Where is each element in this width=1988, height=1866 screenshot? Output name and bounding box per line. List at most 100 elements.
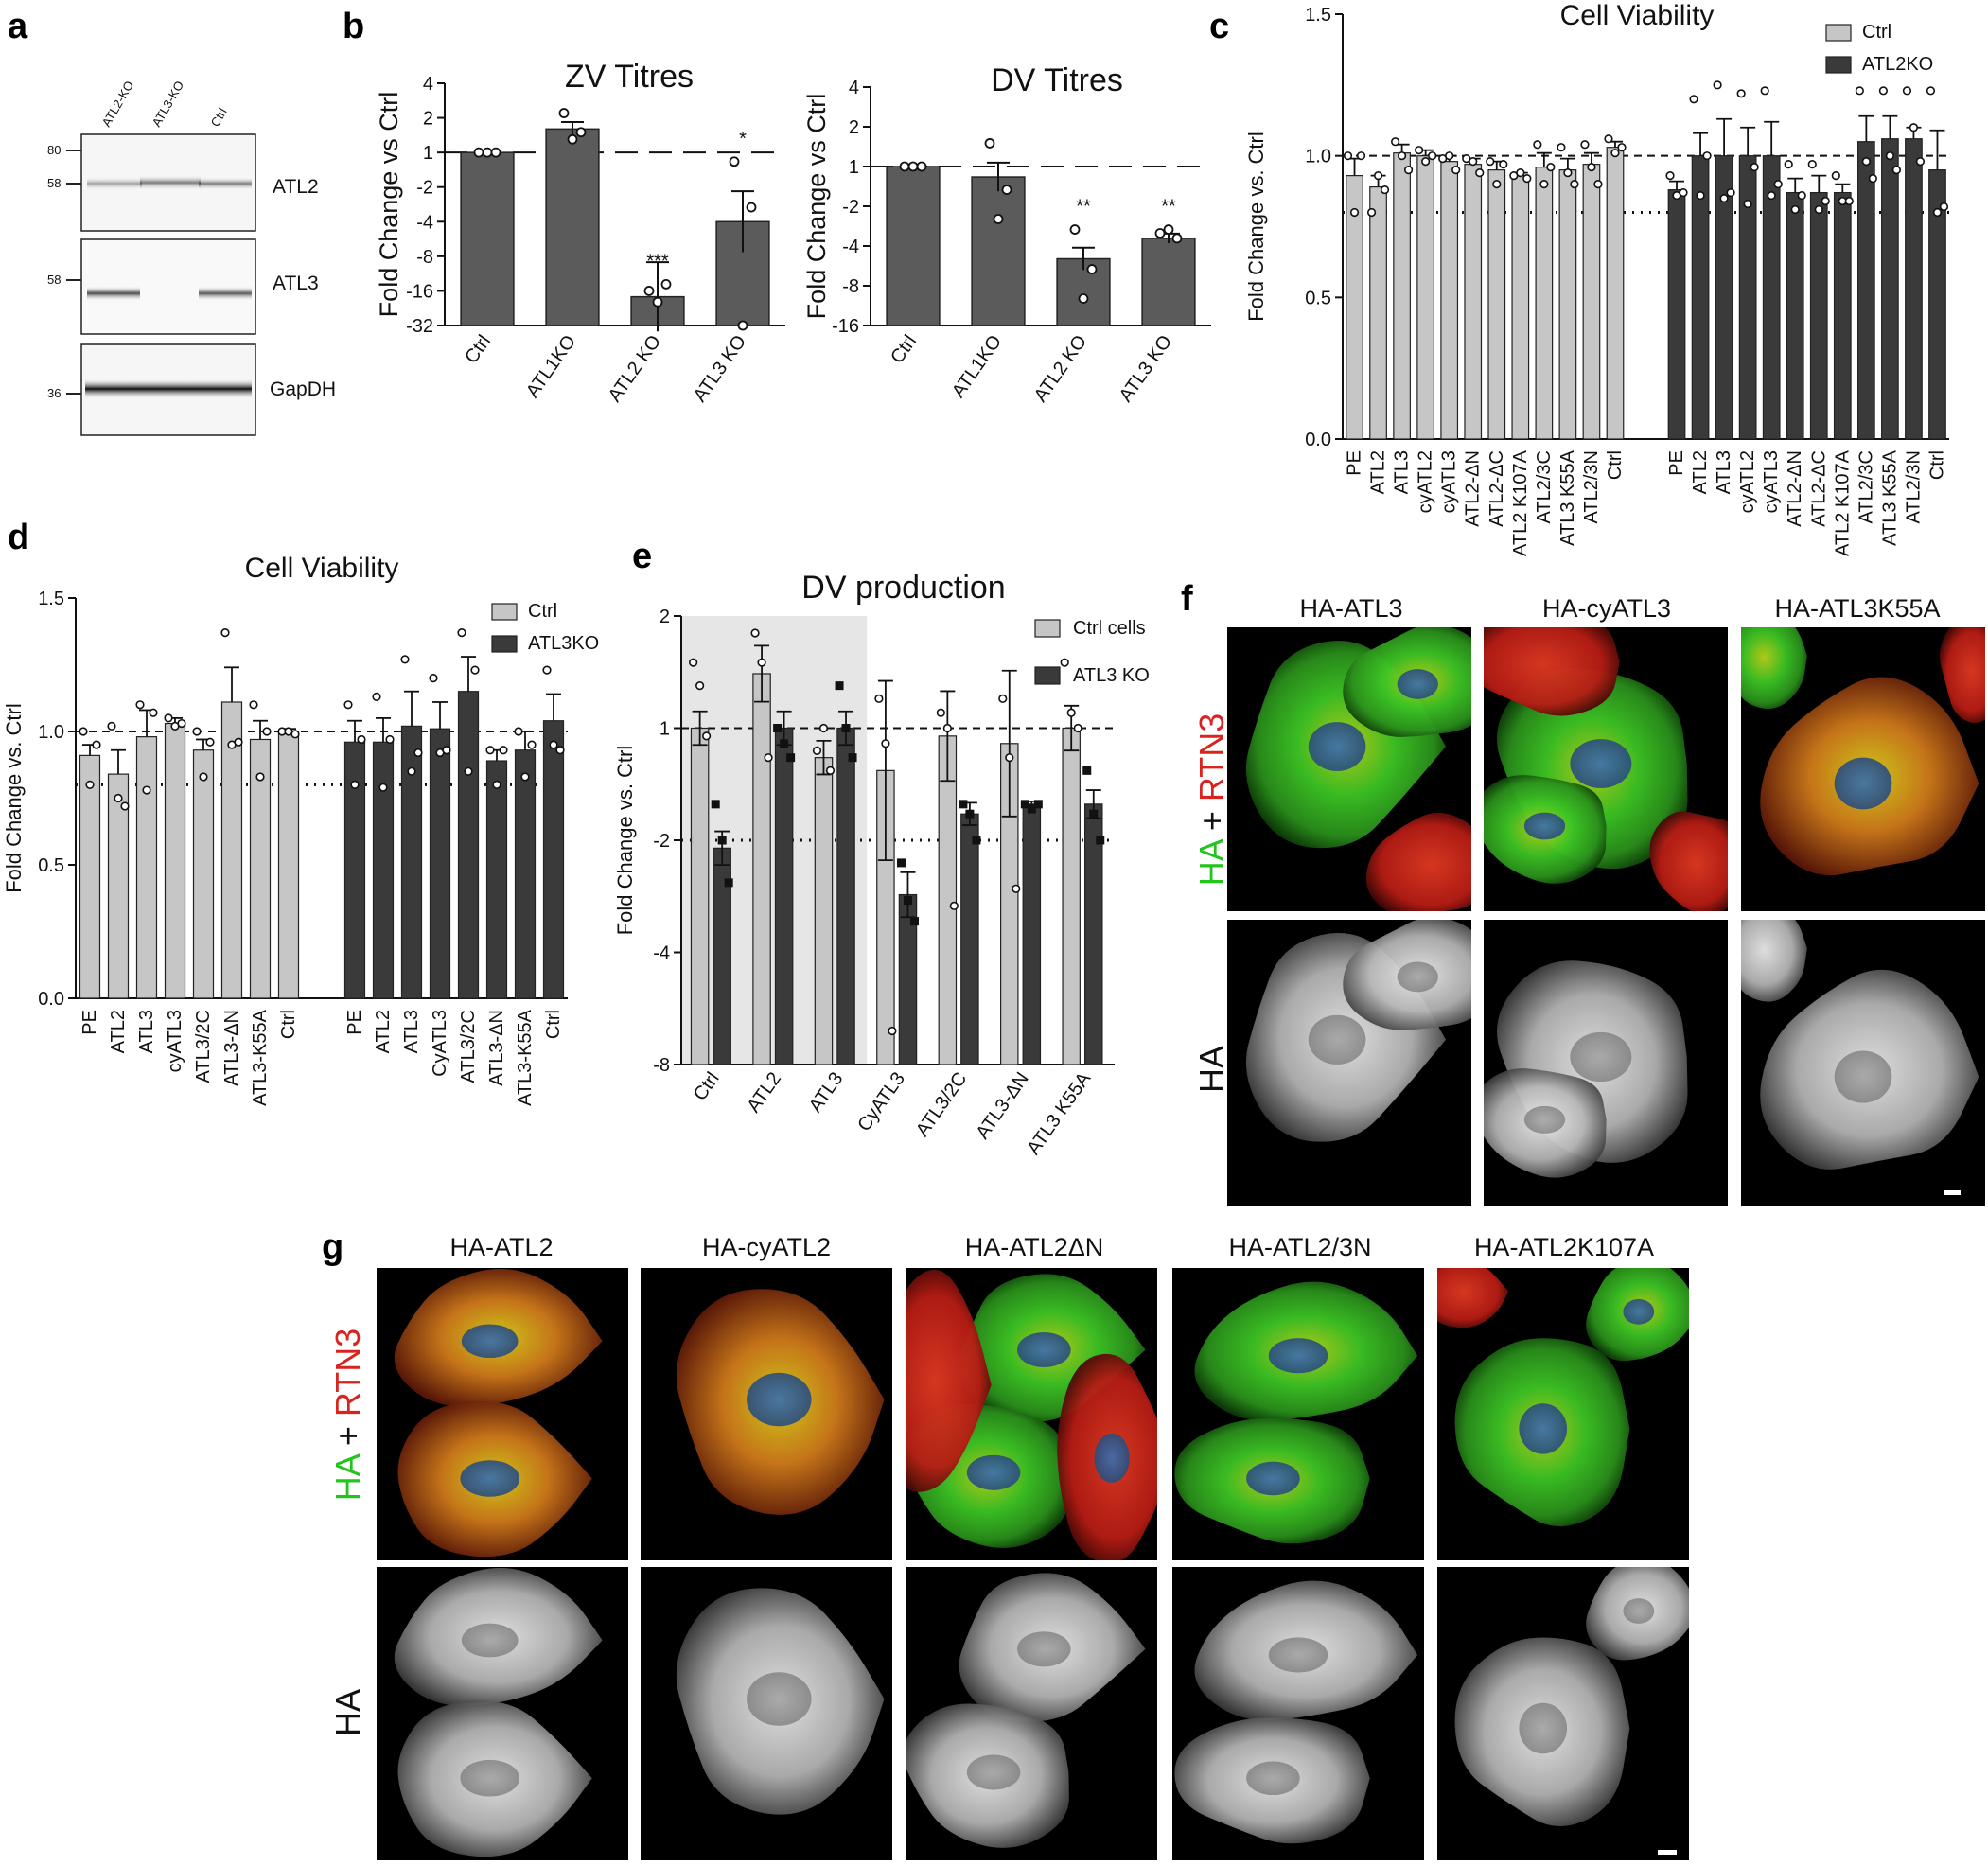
data-point xyxy=(1533,140,1542,150)
bar xyxy=(752,673,771,1065)
data-point xyxy=(490,147,501,158)
data-point xyxy=(1878,86,1888,96)
microscopy-image-merge xyxy=(1227,627,1471,911)
data-point xyxy=(1909,123,1919,132)
data-point xyxy=(1855,86,1864,96)
data-point xyxy=(1902,86,1912,96)
cells-layer xyxy=(394,1268,603,1558)
legend-swatch xyxy=(1825,56,1852,74)
column-label: HA-ATL2K107A xyxy=(1474,1233,1654,1261)
lane-label: ATL3-KO xyxy=(150,79,187,130)
panel-a: ATL2-KO ATL3-KO Ctrl 80 58 ATL2 58 ATL3 … xyxy=(47,79,336,436)
data-point xyxy=(1475,168,1485,178)
significance-label: ** xyxy=(1076,197,1091,218)
cell-nucleus xyxy=(1397,961,1438,993)
y-tick-label: -8 xyxy=(842,276,859,297)
y-tick-label: 0.0 xyxy=(38,989,64,1010)
column-label: HA-ATL2/3N xyxy=(1228,1233,1371,1261)
cell-nucleus xyxy=(966,1754,1021,1790)
data-point xyxy=(896,858,906,868)
legend-swatch xyxy=(491,635,518,653)
column-label: HA-ATL2ΔN xyxy=(965,1233,1104,1261)
bar xyxy=(1440,161,1459,440)
bar xyxy=(79,754,101,999)
cell-nucleus xyxy=(461,1324,519,1359)
x-tick-label: ATL3 KO xyxy=(690,331,750,406)
data-point xyxy=(936,708,945,717)
marker-80: 80 xyxy=(47,143,61,157)
row-label-ha: HA xyxy=(328,1453,367,1501)
data-point xyxy=(1069,224,1081,235)
cell-nucleus xyxy=(460,1759,519,1797)
bar xyxy=(542,720,565,999)
legend-swatch xyxy=(491,603,518,621)
data-point xyxy=(903,896,912,906)
x-tick-label: cyATL2 xyxy=(1737,450,1758,513)
x-tick-label: ATL2-ΔN xyxy=(1785,450,1805,527)
data-point xyxy=(689,658,698,667)
data-point xyxy=(773,724,783,732)
x-tick-label: ATL2 xyxy=(108,1010,129,1053)
data-point xyxy=(1760,86,1769,96)
row-label-ha-gray: HA xyxy=(328,1689,367,1736)
data-point xyxy=(717,836,727,845)
data-point xyxy=(841,724,851,732)
blot-label-atl3: ATL3 xyxy=(273,273,319,294)
x-tick-label: ATL2 K107A xyxy=(1510,449,1531,556)
microscopy-image-ha xyxy=(906,1567,1157,1860)
cell-nucleus xyxy=(1519,1702,1568,1754)
cell-nucleus xyxy=(1016,1331,1071,1368)
data-point xyxy=(660,278,672,290)
microscopy-image-merge xyxy=(1741,627,1985,911)
data-point xyxy=(652,296,663,308)
x-tick-label: Ctrl xyxy=(887,331,921,367)
bar xyxy=(1881,138,1899,440)
data-point xyxy=(79,727,88,736)
significance-label: * xyxy=(739,129,747,150)
lane-label: Ctrl xyxy=(208,105,230,129)
data-point xyxy=(848,753,857,763)
data-point xyxy=(972,836,981,845)
band xyxy=(140,175,201,190)
cell-nucleus xyxy=(1834,757,1892,810)
data-point xyxy=(1154,228,1166,238)
x-tick-label: CyATL3 xyxy=(853,1068,909,1135)
data-point xyxy=(1831,171,1840,181)
x-tick-label: PE xyxy=(1666,450,1687,476)
microscopy-image-merge xyxy=(1437,1268,1689,1560)
data-point xyxy=(780,739,789,748)
data-point xyxy=(1750,163,1759,172)
data-point xyxy=(1001,185,1012,195)
data-point xyxy=(1428,151,1437,161)
data-point xyxy=(407,766,416,776)
y-axis-label: Fold Change vs Ctrl xyxy=(802,94,831,320)
bar xyxy=(971,176,1026,326)
y-tick-label: -4 xyxy=(842,237,859,257)
data-point xyxy=(555,746,565,755)
x-tick-label: Ctrl xyxy=(543,1010,564,1039)
data-point xyxy=(1445,151,1454,161)
column-label: HA-ATL3 xyxy=(1299,594,1402,623)
data-point xyxy=(899,161,910,172)
bar xyxy=(1141,238,1196,326)
y-tick-label: 4 xyxy=(849,78,859,98)
data-point xyxy=(1743,199,1752,209)
y-tick-label: -2 xyxy=(653,831,670,852)
y-tick-label: -16 xyxy=(406,281,433,302)
y-tick-label: 0.0 xyxy=(1305,430,1331,450)
row-label-rtn3: RTN3 xyxy=(328,1329,367,1417)
data-point xyxy=(567,133,578,145)
data-point xyxy=(492,780,501,790)
chart-e: DV production Fold Change vs. Ctrl 2 1 -2 -4 -… xyxy=(613,570,1150,1158)
x-tick-label: ATL3 xyxy=(401,1010,422,1053)
cell-nucleus xyxy=(1623,1299,1655,1325)
chart-b2: DV Titres Fold Change vs Ctrl 4 2 1 -2 -4 -8 -16… xyxy=(802,62,1211,406)
x-tick-label: ATL3-ΔN xyxy=(221,1010,242,1086)
bar xyxy=(1582,164,1601,440)
y-tick-label: 1.0 xyxy=(1305,147,1331,167)
data-point xyxy=(1499,160,1508,169)
y-tick-label: -4 xyxy=(653,943,670,964)
panel-f: HA-ATL3 HA-cyATL3 HA-ATL3K55A HA + RTN3 … xyxy=(1192,594,1985,1206)
data-point xyxy=(1171,233,1183,244)
data-point xyxy=(385,734,395,745)
